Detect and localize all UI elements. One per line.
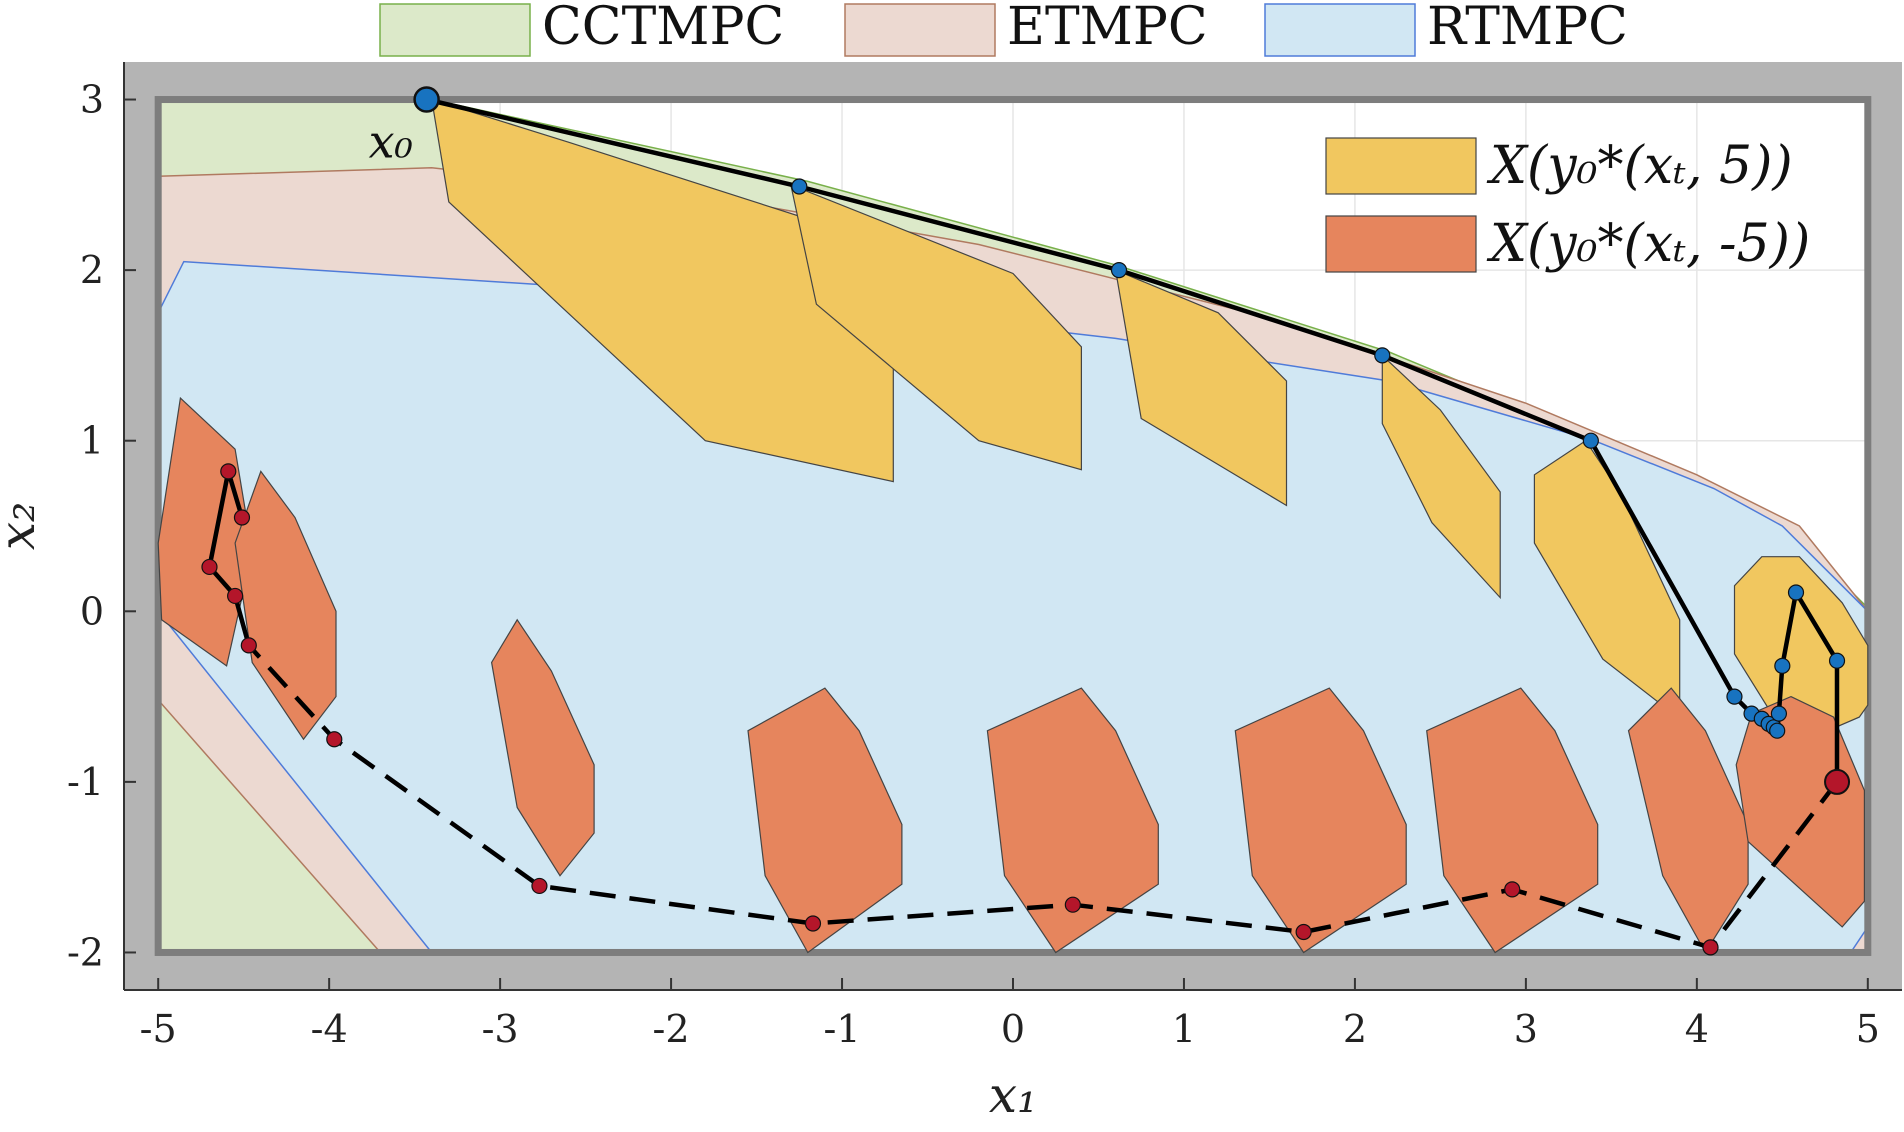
tube-positive-cell [789, 183, 1083, 471]
legend-top-label: ETMPC [1007, 0, 1208, 57]
legend-top-label: RTMPC [1427, 0, 1628, 57]
tube-negative-cell [1627, 687, 1749, 954]
trajectory-negative-point [227, 587, 244, 605]
plot-area: x₀ X(y₀*(xₜ, 5)) X(y₀*(xₜ, -5)) -5 -4 -3 -2 -1 0… [0, 62, 1902, 1124]
trajectory-positive-point [791, 178, 808, 195]
trajectory-negative-start-point [1824, 768, 1851, 795]
y-tick-label: 0 [80, 589, 104, 633]
trajectory-positive-point [1770, 705, 1788, 722]
legend-inner-swatch [1325, 137, 1477, 195]
tube-positive-cell [1381, 354, 1501, 600]
trajectory-negative-point [201, 558, 218, 576]
legend-inner-swatch [1325, 215, 1477, 273]
trajectory-positive-point [1374, 347, 1391, 364]
trajectory-negative-point [240, 637, 257, 654]
tube-negative-cell [747, 687, 903, 954]
tube-negative-cell [1426, 687, 1599, 954]
trajectory-negative-point [1504, 881, 1521, 898]
trajectory-negative-point [233, 509, 251, 526]
x-tick-label: 4 [1685, 1007, 1709, 1051]
trajectory-positive-point [1828, 652, 1846, 669]
trajectory-negative-point [1702, 939, 1719, 956]
trajectory-positive-point [1774, 657, 1791, 674]
state-constraint-boundary [154, 96, 1872, 956]
x-tick-label: 2 [1343, 1007, 1367, 1051]
trajectory-positive-point [1787, 584, 1805, 601]
legend-top-label: CCTMPC [542, 0, 784, 57]
trajectory-negative-point [1064, 896, 1081, 913]
y-axis-label: x₂ [0, 502, 46, 550]
tube-negative-cell [490, 618, 595, 877]
tube-negative-cell [1234, 687, 1407, 954]
x-axis-label: x₁ [989, 1066, 1037, 1124]
tube-positive-cell [430, 98, 894, 483]
trajectory-positive-point [1582, 432, 1599, 449]
x-tick-label: 3 [1514, 1007, 1538, 1051]
initial-state-point [413, 86, 440, 113]
initial-state-label: x₀ [369, 115, 413, 169]
x-tick-label: 0 [1001, 1007, 1025, 1051]
x-tick-label: -1 [824, 1007, 861, 1051]
tube-positive-cell [1114, 269, 1288, 507]
x-tick-label: -5 [140, 1007, 177, 1051]
y-tick-label: -1 [67, 760, 104, 804]
y-tick-label: 1 [80, 419, 104, 463]
tube-positive-cell [1733, 556, 1869, 735]
trajectory-negative-point [326, 731, 343, 748]
legend-inner-label: X(y₀*(xₜ, -5)) [1486, 214, 1810, 274]
legend-top-swatch [379, 3, 531, 57]
trajectory-positive-point [1769, 722, 1786, 739]
legend-top-swatch [844, 3, 996, 57]
legend-inner-label: X(y₀*(xₜ, 5)) [1486, 136, 1793, 196]
tube-negative-cell [1735, 695, 1866, 928]
x-tick-label: -3 [482, 1007, 519, 1051]
trajectory-positive-point [1110, 262, 1128, 279]
trajectory-negative-point [1295, 923, 1312, 941]
tube-negative-cell [986, 687, 1159, 954]
y-tick-label: 3 [80, 78, 104, 122]
trajectory-negative-point [804, 915, 822, 932]
trajectory-negative-point [531, 877, 548, 895]
x-tick-label: -4 [311, 1007, 348, 1051]
legend-top: CCTMPC ETMPC RTMPC [379, 0, 1628, 57]
trajectory-negative-point [220, 463, 237, 480]
tube-negative-cell [234, 470, 337, 741]
trajectory-positive-point [1726, 688, 1743, 705]
y-tick-label: 2 [80, 248, 104, 292]
x-tick-label: -2 [653, 1007, 690, 1051]
x-tick-label: 1 [1172, 1007, 1196, 1051]
x-tick-label: 5 [1856, 1007, 1880, 1051]
legend-top-swatch [1264, 3, 1416, 57]
y-tick-label: -2 [67, 930, 104, 974]
